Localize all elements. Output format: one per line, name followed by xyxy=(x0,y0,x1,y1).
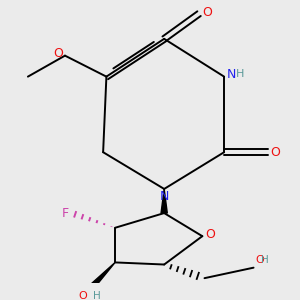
Text: N: N xyxy=(227,68,236,81)
Text: O: O xyxy=(271,146,281,159)
Text: O: O xyxy=(54,47,64,60)
Text: H: H xyxy=(93,292,100,300)
Text: H: H xyxy=(262,255,269,265)
Text: O: O xyxy=(202,6,212,19)
Text: O: O xyxy=(79,292,87,300)
Text: O: O xyxy=(205,228,215,241)
Text: O: O xyxy=(255,255,264,265)
Text: F: F xyxy=(61,207,69,220)
Text: N: N xyxy=(160,190,169,203)
Text: H: H xyxy=(236,69,244,80)
Polygon shape xyxy=(88,262,115,291)
Polygon shape xyxy=(161,189,167,213)
